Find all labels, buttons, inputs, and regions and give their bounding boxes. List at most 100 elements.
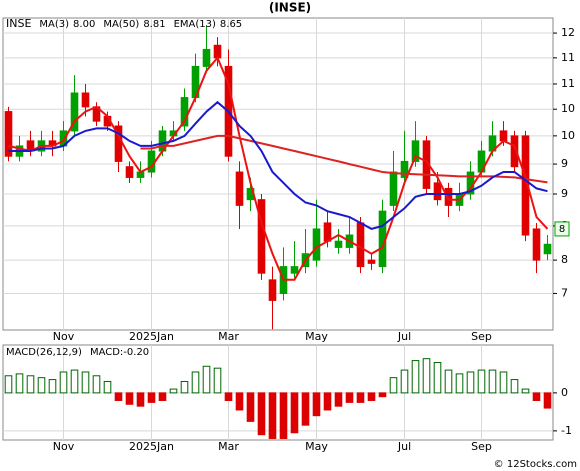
macd-bar xyxy=(433,361,442,394)
macd-bar xyxy=(70,369,79,394)
candle-body xyxy=(235,171,244,206)
candle-body xyxy=(499,130,508,142)
candle-body xyxy=(334,240,343,248)
macd-bar xyxy=(125,392,134,405)
macd-bar xyxy=(444,369,453,394)
candle-body xyxy=(367,259,376,264)
macd-bar xyxy=(224,392,233,401)
macd-bar xyxy=(455,373,464,394)
macd-bar xyxy=(356,392,365,403)
macd-bar xyxy=(334,392,343,407)
candle-body xyxy=(202,48,211,67)
candle-body xyxy=(268,279,277,301)
macd-bar xyxy=(169,388,178,394)
candle-body xyxy=(400,160,409,178)
x-tick-label: 2025Jan xyxy=(129,330,174,343)
chart-title: (INSE) xyxy=(269,1,311,15)
macd-bar xyxy=(477,369,486,394)
macd-bar xyxy=(15,373,24,394)
legend-label: MA(3) xyxy=(39,19,69,30)
macd-bar xyxy=(103,380,112,394)
y-tick-label: 0 xyxy=(561,386,568,399)
candle-body xyxy=(356,222,365,268)
macd-bar xyxy=(499,371,508,394)
candle-body xyxy=(290,266,299,274)
macd-bar xyxy=(246,392,255,422)
candle-body xyxy=(81,92,90,108)
y-tick-label: 8 xyxy=(561,253,568,266)
macd-bar xyxy=(136,392,145,407)
x-tick-label: Nov xyxy=(53,440,75,453)
x-tick-label: Nov xyxy=(53,330,75,343)
y-tick-label: 9 xyxy=(561,157,568,170)
candle-body xyxy=(521,135,530,236)
macd-bar xyxy=(213,367,222,394)
x-tick-label: 2025Jan xyxy=(129,440,174,453)
macd-bar xyxy=(488,369,497,394)
candle-body xyxy=(4,111,13,157)
macd-bar xyxy=(147,392,156,403)
macd-bar xyxy=(312,392,321,417)
y-tick-label: 9 xyxy=(561,187,568,200)
line-series xyxy=(8,55,549,281)
macd-bar xyxy=(510,379,519,394)
macd-bar xyxy=(290,392,299,434)
macd-bar xyxy=(81,371,90,394)
x-tick-label: Sep xyxy=(471,330,492,343)
macd-bar xyxy=(422,358,431,394)
candle-body xyxy=(213,44,222,59)
y-tick-label: 10 xyxy=(561,129,575,142)
macd-bar xyxy=(323,392,332,411)
candle-body xyxy=(323,222,332,242)
macd-bar xyxy=(400,369,409,394)
candle-body xyxy=(433,182,442,201)
x-tick-label: Jul xyxy=(397,330,411,343)
macd-bar xyxy=(268,392,277,439)
candle-body xyxy=(312,228,321,261)
candle-body xyxy=(70,92,79,132)
candle-body xyxy=(411,140,420,162)
macd-bar xyxy=(4,375,13,394)
macd-bar xyxy=(92,375,101,394)
legend-label: EMA(13) xyxy=(174,19,216,30)
macd-bar xyxy=(114,392,123,401)
candle-body xyxy=(389,171,398,206)
macd-bar xyxy=(202,365,211,394)
y-tick-label: 10 xyxy=(561,102,575,115)
candle-body xyxy=(532,228,541,261)
macd-bar xyxy=(191,371,200,394)
macd-bar xyxy=(389,377,398,394)
macd-bar xyxy=(158,392,167,401)
last-price-box xyxy=(554,221,570,237)
line-series xyxy=(8,100,548,230)
x-tick-label: Mar xyxy=(218,330,239,343)
candle-body xyxy=(257,199,266,274)
legend-value: 8.65 xyxy=(220,19,242,30)
legend-label: MA(50) xyxy=(103,19,139,30)
x-tick-label: Sep xyxy=(471,440,492,453)
macd-bar xyxy=(48,379,57,394)
last-price: 8 xyxy=(559,224,565,235)
macd-bar xyxy=(301,392,310,426)
macd-value: MACD:-0.20 xyxy=(90,347,149,358)
candle-body xyxy=(125,166,134,178)
x-tick-label: May xyxy=(305,330,328,343)
candle-body xyxy=(444,187,453,206)
macd-bar xyxy=(37,377,46,394)
macd-bar xyxy=(367,392,376,401)
macd-bar xyxy=(59,371,68,394)
macd-bar xyxy=(235,392,244,411)
macd-bar xyxy=(466,371,475,394)
candle-body xyxy=(510,135,519,168)
macd-bar xyxy=(180,380,189,394)
macd-bar xyxy=(543,392,552,409)
y-tick-label: 11 xyxy=(561,77,575,90)
y-tick-label: 12 xyxy=(561,26,575,39)
legend-symbol: INSE xyxy=(6,17,31,30)
x-tick-label: Jul xyxy=(397,440,411,453)
y-tick-label: 7 xyxy=(561,286,568,299)
macd-bar xyxy=(279,392,288,439)
y-tick-label: -1 xyxy=(561,424,572,437)
macd-bar xyxy=(411,360,420,394)
